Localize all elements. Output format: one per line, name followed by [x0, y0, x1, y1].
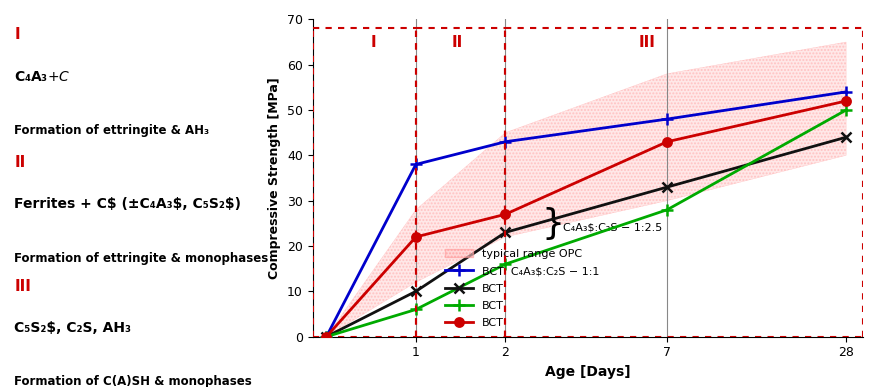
- Text: Formation of ettringite & AH₃: Formation of ettringite & AH₃: [14, 124, 210, 137]
- Text: II: II: [14, 155, 26, 170]
- Text: I: I: [14, 27, 20, 42]
- Text: Formation of ettringite & monophases: Formation of ettringite & monophases: [14, 252, 269, 265]
- Text: Ferrites + C$ (±C₄A₃$, C₅S₂$): Ferrites + C$ (±C₄A₃$, C₅S₂$): [14, 197, 241, 211]
- Text: C₄A₃$:C₂S − 1:2.5: C₄A₃$:C₂S − 1:2.5: [563, 222, 663, 232]
- Text: C₄A₃$ + C$: C₄A₃$ + C$: [14, 70, 70, 84]
- Text: Formation of C(A)SH & monophases: Formation of C(A)SH & monophases: [14, 375, 252, 387]
- Text: }: }: [541, 207, 564, 241]
- Text: III: III: [14, 279, 31, 294]
- Y-axis label: Compressive Strength [MPa]: Compressive Strength [MPa]: [269, 77, 281, 279]
- Text: II: II: [452, 35, 463, 50]
- Text: C₅S₂$, C₂S, AH₃: C₅S₂$, C₂S, AH₃: [14, 321, 131, 335]
- Text: III: III: [639, 35, 655, 50]
- X-axis label: Age [Days]: Age [Days]: [545, 365, 631, 379]
- Text: I: I: [371, 35, 376, 50]
- Legend: typical range OPC, BCT  C₄A₃$:C₂S − 1:1, BCT, BCT, BCT: typical range OPC, BCT C₄A₃$:C₂S − 1:1, …: [445, 249, 599, 328]
